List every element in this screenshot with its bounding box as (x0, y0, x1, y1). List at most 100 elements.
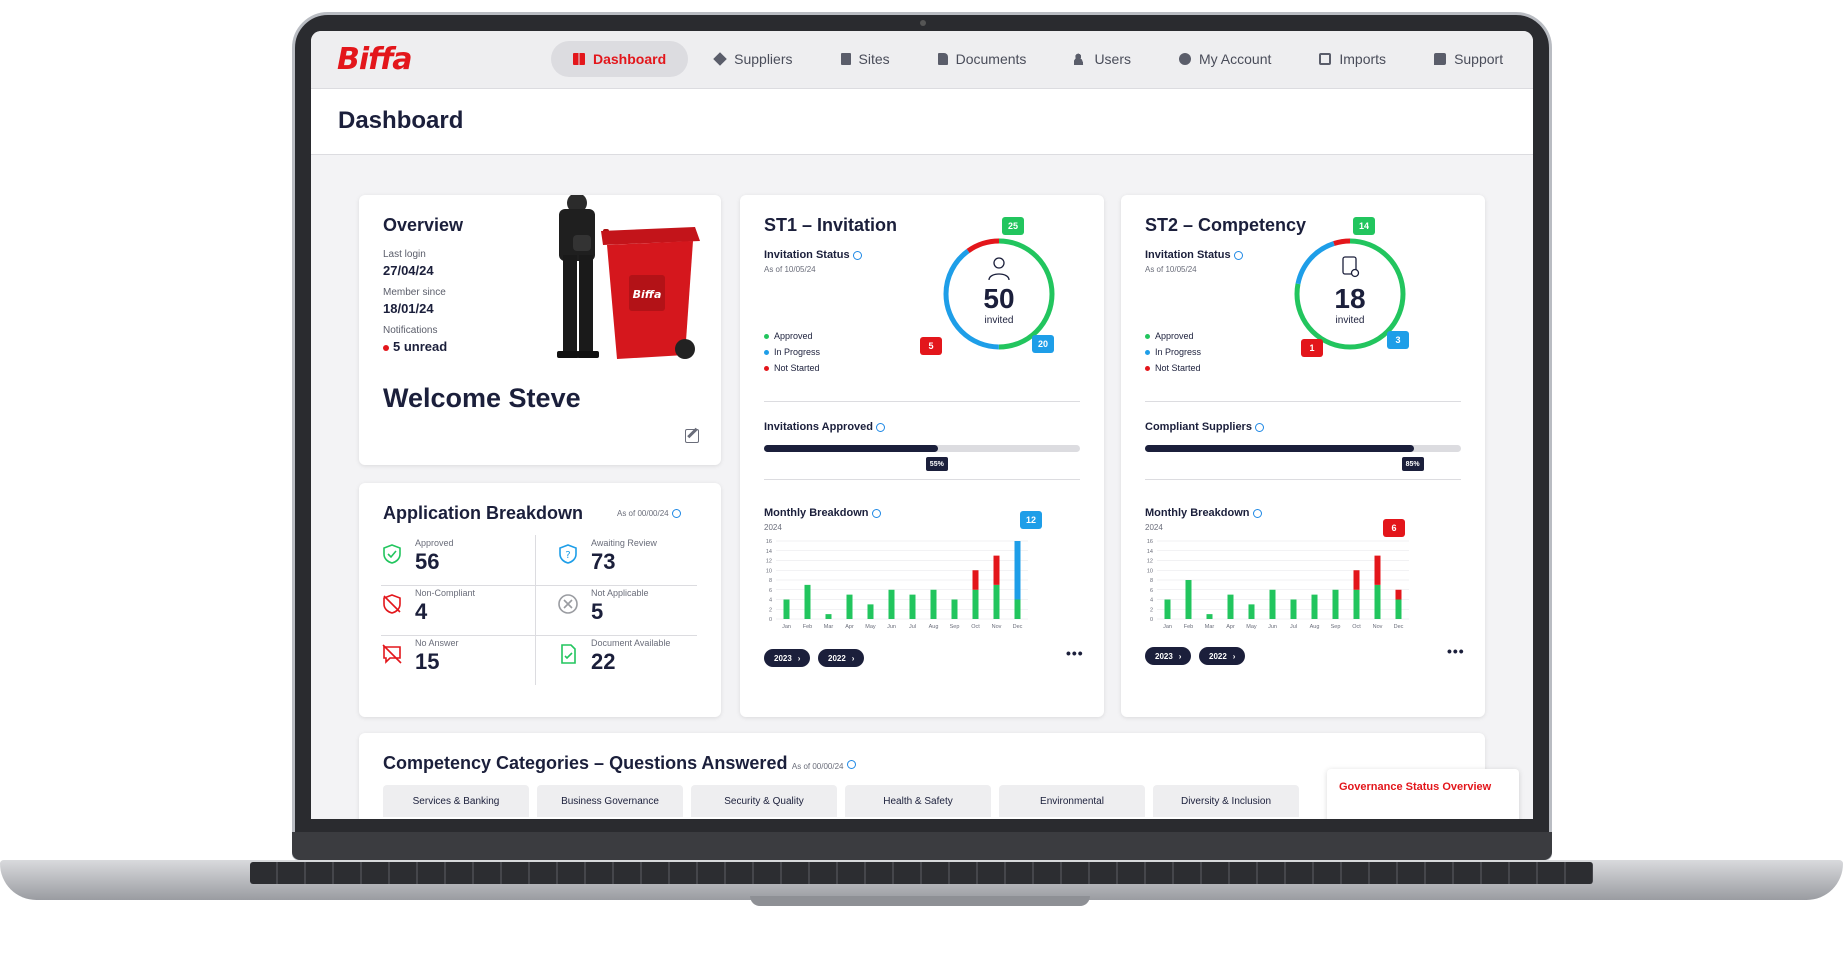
st1-approved-bubble[interactable]: 25 (1002, 217, 1024, 235)
bar-approved[interactable] (1395, 599, 1402, 620)
tab-diversity-inclusion[interactable]: Diversity & Inclusion (1153, 785, 1299, 817)
bar-approved[interactable] (825, 614, 832, 619)
bar-approved[interactable] (846, 594, 853, 619)
info-icon[interactable] (1233, 250, 1243, 260)
bar-approved[interactable] (1185, 580, 1192, 619)
breakdown-label: No Answer (415, 638, 459, 648)
nav-label: Suppliers (734, 51, 793, 67)
bar-approved[interactable] (1164, 599, 1171, 620)
info-icon[interactable] (1254, 422, 1264, 432)
breakdown-non-compliant[interactable]: Non-Compliant 4 (381, 585, 531, 635)
legend-label: Not Started (1155, 363, 1201, 373)
st1-donut[interactable]: 50 invited (940, 235, 1070, 365)
breakdown-not-applicable[interactable]: Not Applicable 5 (557, 585, 707, 635)
chevron-right-icon: › (851, 653, 855, 663)
bar-approved[interactable] (1290, 599, 1297, 620)
nav-label: Documents (955, 51, 1027, 67)
info-icon[interactable] (871, 508, 881, 518)
st2-progress-text: Compliant Suppliers (1145, 421, 1252, 433)
x-tick-label: Jan (782, 624, 791, 630)
bar-approved[interactable] (1311, 594, 1318, 619)
bar-approved[interactable] (930, 589, 937, 619)
nav-item-support[interactable]: Support (1412, 41, 1525, 77)
bar-not-started[interactable] (993, 555, 1000, 585)
biffa-logo[interactable]: Biffa (337, 42, 412, 77)
bar-approved[interactable] (783, 599, 790, 620)
breakdown-approved[interactable]: Approved 56 (381, 535, 531, 585)
bar-approved[interactable] (1227, 594, 1234, 619)
tab-environmental[interactable]: Environmental (999, 785, 1145, 817)
bar-approved[interactable] (1269, 589, 1276, 619)
st1-not-started-bubble[interactable]: 5 (920, 337, 942, 355)
tab-security-quality[interactable]: Security & Quality (691, 785, 837, 817)
breakdown-awaiting-review[interactable]: ? Awaiting Review 73 (557, 535, 707, 585)
more-options-icon[interactable]: ••• (1447, 643, 1465, 659)
tab-business-governance[interactable]: Business Governance (537, 785, 683, 817)
tab-health-safety[interactable]: Health & Safety (845, 785, 991, 817)
year-2022-button[interactable]: 2022 › (818, 649, 865, 667)
bar-not-started[interactable] (1353, 570, 1360, 590)
legend-dot (764, 365, 769, 371)
bar-approved[interactable] (804, 584, 811, 619)
nav-item-my-account[interactable]: My Account (1157, 41, 1293, 77)
st2-monthly-chart: 0 2 4 6 8 10 12 14 16 Jan Feb Mar Apr May Jun Jul Aug Sep… (1147, 539, 1409, 630)
x-tick-label: Feb (1184, 624, 1193, 630)
bar-approved[interactable] (993, 584, 1000, 619)
bar-approved[interactable] (888, 589, 895, 619)
st1-in-progress-bubble[interactable]: 20 (1032, 335, 1054, 353)
nav-item-imports[interactable]: Imports (1297, 41, 1408, 77)
edit-icon[interactable] (685, 429, 699, 443)
info-icon[interactable] (852, 250, 862, 260)
info-icon[interactable] (1252, 508, 1262, 518)
info-icon[interactable] (846, 760, 856, 770)
y-tick-label: 0 (1150, 617, 1153, 623)
bar-approved[interactable] (972, 589, 979, 619)
bar-approved[interactable] (1353, 589, 1360, 619)
governance-status-popup[interactable]: Governance Status Overview (1327, 769, 1519, 819)
donut-segment-in-progress (943, 238, 1055, 350)
legend-label: In Progress (774, 347, 821, 357)
breakdown-no-answer[interactable]: No Answer 15 (381, 635, 531, 685)
nav-item-suppliers[interactable]: Suppliers (692, 41, 814, 77)
st2-not-started-bubble[interactable]: 1 (1301, 339, 1323, 357)
st2-in-progress-bubble[interactable]: 3 (1387, 331, 1409, 349)
legend-dot (1145, 365, 1150, 371)
more-options-icon[interactable]: ••• (1066, 645, 1084, 661)
st2-approved-bubble[interactable]: 14 (1353, 217, 1375, 235)
info-icon[interactable] (876, 422, 885, 432)
notifications-value[interactable]: 5 unread (383, 339, 447, 354)
nav-item-documents[interactable]: Documents (916, 41, 1049, 77)
user-plus-icon (993, 257, 1005, 269)
st2-donut[interactable]: 18 invited (1291, 235, 1421, 365)
bar-approved[interactable] (867, 604, 874, 619)
bar-approved[interactable] (1248, 604, 1255, 619)
bar-approved[interactable] (1332, 589, 1339, 619)
bar-in-progress[interactable] (1014, 541, 1021, 600)
st1-legend: Approved In Progress Not Started (764, 331, 820, 379)
st2-monthly-label: Monthly Breakdown (1145, 507, 1262, 519)
x-tick-label: Apr (1226, 624, 1235, 630)
overview-title: Overview (383, 215, 464, 235)
bar-not-started[interactable] (1374, 555, 1381, 585)
info-icon[interactable] (671, 509, 681, 519)
bar-not-started[interactable] (1395, 589, 1402, 600)
bar-approved[interactable] (951, 599, 958, 620)
st2-total: 18 (1334, 283, 1366, 314)
nav-item-sites[interactable]: Sites (819, 41, 912, 77)
tab-services-banking[interactable]: Services & Banking (383, 785, 529, 817)
bar-not-started[interactable] (972, 570, 979, 590)
bar-approved[interactable] (1374, 584, 1381, 619)
nav-item-users[interactable]: Users (1052, 41, 1153, 77)
legend-not-started: Not Started (1145, 363, 1201, 373)
bar-approved[interactable] (909, 594, 916, 619)
breakdown-label: Non-Compliant (415, 588, 476, 598)
breakdown-document-available[interactable]: Document Available 22 (557, 635, 707, 685)
nav-item-dashboard[interactable]: Dashboard (551, 41, 689, 77)
year-2023-button[interactable]: 2023 › (1145, 647, 1192, 665)
year-2023-button[interactable]: 2023 › (764, 649, 811, 667)
year-2022-button[interactable]: 2022 › (1199, 647, 1246, 665)
y-tick-label: 4 (769, 598, 772, 604)
bar-approved[interactable] (1014, 599, 1021, 620)
bar-approved[interactable] (1206, 614, 1213, 619)
